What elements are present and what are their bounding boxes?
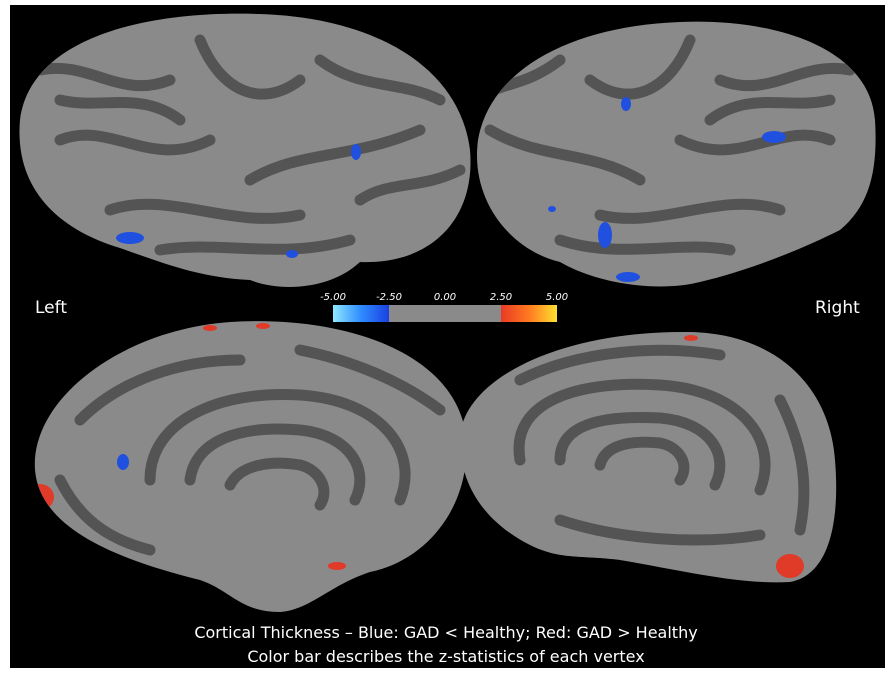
color-bar-segment — [333, 305, 389, 322]
left-label: Left — [35, 298, 67, 318]
caption-line: Cortical Thickness – Blue: GAD < Healthy… — [194, 623, 697, 642]
caption-line: Color bar describes the z-statistics of … — [247, 647, 644, 666]
color-bar-tick-label: 2.50 — [490, 292, 512, 303]
color-bar-tick-label: 5.00 — [546, 292, 568, 303]
color-bar-segment — [389, 305, 445, 322]
color-bar-tick-label: 0.00 — [434, 292, 456, 303]
page: {"labels": {"left": "Left", "right": "Ri… — [0, 0, 892, 673]
color-bar-tick-label: -2.50 — [376, 292, 402, 303]
figure: Left Right -5.00 -2.50 0.00 2.50 5.00 Cortic… — [0, 0, 892, 673]
color-bar-segment — [501, 305, 557, 322]
color-bar-segment — [445, 305, 501, 322]
color-bar-tick-label: -5.00 — [320, 292, 346, 303]
right-label: Right — [815, 298, 860, 318]
